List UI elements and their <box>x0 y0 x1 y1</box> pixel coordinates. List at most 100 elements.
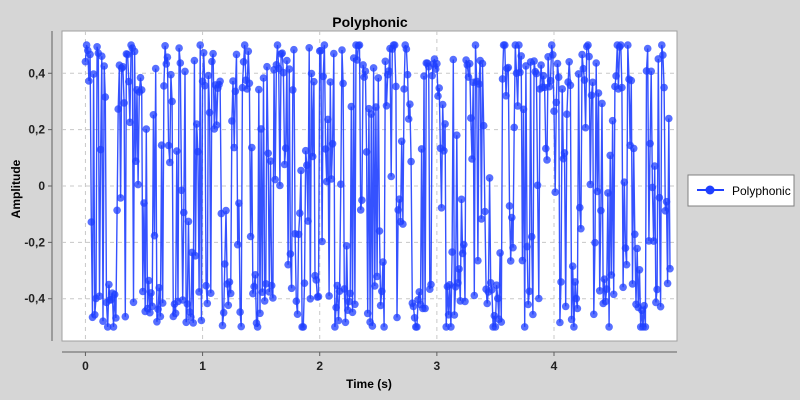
data-point <box>553 59 562 68</box>
data-point <box>609 290 618 299</box>
data-point <box>380 323 388 331</box>
data-point <box>284 260 292 269</box>
data-point <box>532 69 541 78</box>
data-point <box>176 59 185 67</box>
data-point <box>660 83 668 92</box>
data-point <box>95 292 104 301</box>
data-point <box>518 256 527 265</box>
data-point <box>276 181 284 190</box>
data-point <box>605 323 613 331</box>
data-point <box>407 157 415 166</box>
data-point <box>181 67 189 76</box>
data-point <box>226 289 235 298</box>
data-point <box>327 175 336 183</box>
data-point <box>142 125 151 133</box>
data-point <box>372 103 380 111</box>
data-point <box>427 280 435 289</box>
data-point <box>497 318 506 326</box>
data-point <box>249 289 257 298</box>
data-point <box>591 238 599 247</box>
data-point <box>254 85 263 94</box>
data-point <box>461 297 469 306</box>
y-tick-label-1: -0,2 <box>24 235 45 249</box>
data-point <box>281 144 290 152</box>
data-point <box>103 323 112 331</box>
data-point <box>552 98 561 107</box>
data-point <box>485 174 494 182</box>
data-point <box>633 244 641 253</box>
data-point <box>523 242 531 251</box>
data-point <box>233 240 242 249</box>
data-point <box>486 279 495 287</box>
data-point <box>168 97 176 106</box>
data-point <box>339 79 347 88</box>
data-point <box>474 256 482 265</box>
data-point <box>338 46 346 54</box>
data-point <box>617 41 625 49</box>
data-point <box>113 206 121 215</box>
y-tick-label-4: 0,4 <box>28 66 45 80</box>
data-point <box>101 93 110 101</box>
data-point <box>653 285 661 294</box>
data-point <box>621 244 630 252</box>
data-point <box>406 100 414 108</box>
data-point <box>478 59 487 68</box>
data-point <box>602 285 611 293</box>
data-point <box>508 213 516 222</box>
data-point <box>235 199 243 207</box>
data-point <box>584 41 592 49</box>
data-point <box>140 199 148 207</box>
data-point <box>460 240 468 249</box>
data-point <box>363 309 372 318</box>
data-point <box>134 180 142 189</box>
data-point <box>413 323 421 331</box>
data-point <box>301 146 310 155</box>
data-point <box>568 262 577 271</box>
data-point <box>208 57 216 66</box>
data-point <box>189 319 197 327</box>
data-point <box>163 53 172 61</box>
data-point <box>326 78 335 86</box>
data-point <box>641 323 650 331</box>
data-point <box>382 102 391 110</box>
data-point <box>410 314 419 322</box>
data-point <box>403 70 412 79</box>
data-point <box>656 302 665 311</box>
data-point <box>307 69 316 78</box>
data-point <box>571 278 579 286</box>
data-point <box>150 231 159 240</box>
data-point <box>587 91 596 100</box>
data-point <box>561 302 570 311</box>
data-point <box>194 147 202 156</box>
data-point <box>132 157 140 165</box>
data-point <box>305 44 314 52</box>
data-point <box>81 57 90 66</box>
data-point <box>502 92 510 100</box>
data-point <box>105 280 113 289</box>
data-point <box>618 83 626 92</box>
data-point <box>321 145 330 153</box>
data-point <box>434 92 442 100</box>
data-point <box>263 62 271 71</box>
data-point <box>205 108 214 117</box>
data-point <box>320 41 329 49</box>
data-point <box>347 102 356 111</box>
x-tick-label-4: 4 <box>551 359 558 373</box>
data-point <box>450 311 459 319</box>
data-point <box>157 141 166 149</box>
data-point <box>525 287 534 296</box>
data-point <box>510 123 518 132</box>
data-point <box>557 278 565 286</box>
data-point <box>331 323 339 331</box>
data-point <box>304 217 312 225</box>
data-point <box>393 313 401 322</box>
data-point <box>239 58 248 66</box>
data-point <box>308 152 317 161</box>
data-point <box>333 281 342 290</box>
data-point <box>631 230 639 239</box>
data-point <box>394 206 403 214</box>
data-point <box>89 70 98 78</box>
data-point <box>496 249 504 257</box>
data-point <box>543 156 551 164</box>
